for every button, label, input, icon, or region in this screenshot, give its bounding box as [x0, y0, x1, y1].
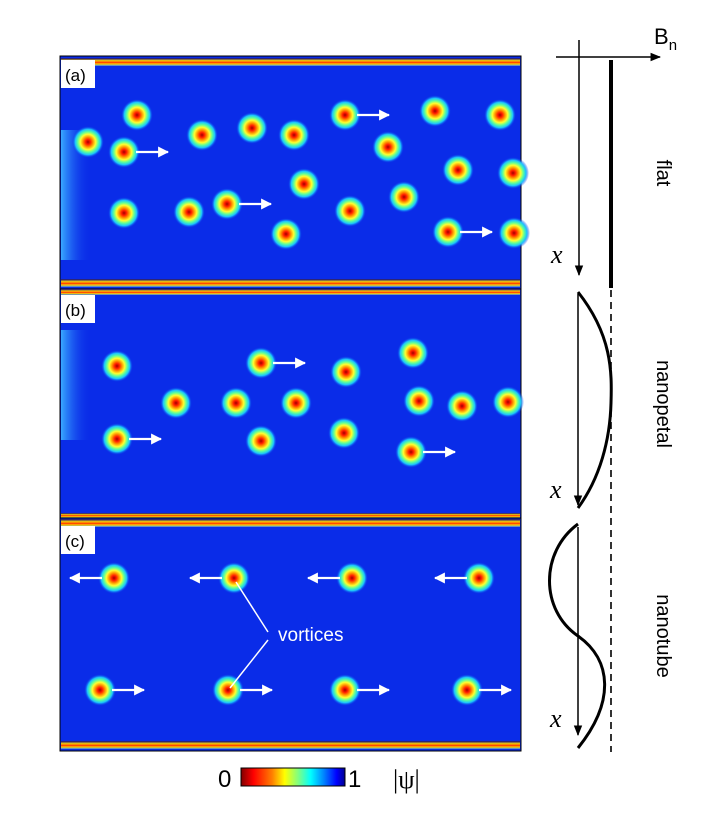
panel-b-label: (b) — [65, 301, 86, 320]
panel-c-bottom-edge — [61, 741, 520, 749]
panel-b-top-edge — [61, 289, 520, 295]
profile-label-flat: flat — [652, 160, 674, 187]
vortex — [108, 136, 140, 168]
panel-b-label-box — [61, 295, 95, 323]
colorbar-min-label: 0 — [218, 766, 231, 793]
panel-c-top-edge — [61, 519, 520, 527]
profile-diagram: Bn x flat x nanopetal x nanotube — [548, 24, 677, 752]
vortex — [451, 674, 483, 706]
vortex — [245, 347, 277, 379]
vortex — [403, 385, 435, 417]
panel-b: (b) — [59, 288, 524, 519]
vortex — [334, 195, 366, 227]
vortex — [397, 337, 429, 369]
vortex — [446, 390, 478, 422]
vortex — [160, 387, 192, 419]
vortices-pointer-lower — [229, 639, 269, 689]
vortex — [329, 674, 361, 706]
vortex — [497, 157, 529, 189]
vortex — [236, 112, 268, 144]
vortex — [442, 154, 474, 186]
panel-a-label-box — [61, 60, 95, 88]
colorbar-max-label: 1 — [348, 766, 361, 793]
vortex — [463, 562, 495, 594]
panel-b-vortices — [101, 337, 524, 468]
vortices-pointer-upper — [235, 581, 269, 633]
x-label-nanotube: x — [549, 704, 562, 733]
vortex — [328, 417, 360, 449]
vortex — [101, 423, 133, 455]
vortex — [72, 126, 104, 158]
panel-c-vortices — [68, 562, 513, 706]
vortex — [492, 386, 524, 418]
vortex — [101, 350, 133, 382]
panel-a-top-edge — [61, 58, 520, 66]
colorbar-gradient — [240, 767, 346, 787]
vortex — [336, 562, 368, 594]
vortex — [98, 562, 130, 594]
vortex — [432, 216, 464, 248]
vortex — [484, 99, 516, 131]
panel-a-label: (a) — [65, 66, 86, 85]
panel-b-left-glow — [61, 330, 91, 440]
panel-c: (c) vortices — [59, 517, 522, 752]
vortex — [245, 425, 277, 457]
nanopetal-profile-curve — [576, 291, 613, 509]
field-label: Bn — [654, 24, 677, 54]
panel-a: (a) — [59, 55, 530, 290]
colorbar-quantity-label: |ψ| — [393, 765, 420, 794]
vortex — [211, 188, 243, 220]
panel-c-background — [59, 517, 522, 752]
vortex — [329, 99, 361, 131]
vortex — [288, 168, 320, 200]
panel-c-label-box — [61, 526, 95, 554]
panel-b-bottom-edge — [61, 513, 520, 518]
panel-c-label: (c) — [65, 532, 85, 551]
vortex — [270, 218, 302, 250]
panel-a-bottom-edge — [61, 279, 520, 287]
nanotube-profile-curve — [548, 522, 607, 749]
vortex — [212, 674, 244, 706]
profile-label-nanotube: nanotube — [652, 594, 674, 677]
vortex — [280, 387, 312, 419]
vortices-annotation: vortices — [278, 625, 343, 646]
vortex — [108, 197, 140, 229]
vortex — [419, 95, 451, 127]
vortex — [220, 387, 252, 419]
vortex — [388, 181, 420, 213]
x-label-nanopetal: x — [549, 475, 562, 504]
vortex — [218, 562, 250, 594]
x-label-flat: x — [550, 240, 563, 269]
vortex — [173, 196, 205, 228]
profile-label-nanopetal: nanopetal — [652, 360, 674, 448]
vortex — [278, 119, 310, 151]
vortex — [84, 674, 116, 706]
colorbar: 0 1 |ψ| — [218, 765, 420, 794]
vortex — [121, 99, 153, 131]
vortex — [330, 356, 362, 388]
vortex — [395, 436, 427, 468]
panel-a-vortices — [72, 95, 530, 250]
vortex — [498, 217, 530, 249]
vortex — [372, 131, 404, 163]
vortex — [186, 119, 218, 151]
